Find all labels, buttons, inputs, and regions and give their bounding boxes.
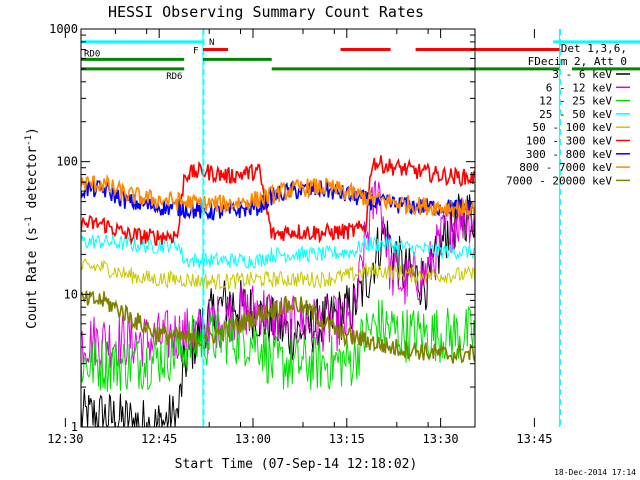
x-tick-label-2: 12:45 [141,432,177,446]
x-tick-label-5: 13:30 [423,432,459,446]
x-tick-label-3: 13:00 [235,432,271,446]
series-3-line [81,299,475,392]
y-tick-label-1: 1 [71,420,78,434]
series-2-line [81,180,475,368]
timestamp: 18-Dec-2014 17:14 [554,468,636,477]
legend-entry-3-label: 12 - 25 keV [539,95,612,108]
legend-entry-4-label: 25 - 50 keV [539,108,612,121]
series-1-line [81,193,475,427]
legend-entry-7-label: 300 - 800 keV [526,148,612,161]
state-label-4: RD6 [166,72,182,82]
legend-entry-8-label: 800 - 7000 keV [519,161,612,174]
plot-area: N F RD0 RD6 1 10 100 1000 12:30 12:45 13:00 13:15 13… [47,22,640,446]
state-label-3: RD0 [84,49,100,59]
y-tick-label-4: 1000 [49,22,78,36]
x-tick-label-6: 13:45 [516,432,552,446]
x-axis-label: Start Time (07-Sep-14 12:18:02) [175,457,418,472]
x-tick-label-4: 13:15 [329,432,365,446]
series-6-line [81,155,475,246]
legend-header-1: Det 1,3,6, [561,42,627,55]
series-5-line [81,258,475,291]
state-label-2: F [193,47,198,57]
series-4-line [81,233,475,269]
axis-frame [80,28,476,428]
legend-header-2: FDecim 2, Att 0 [528,55,627,68]
series-8-line [81,173,475,218]
legend-entry-9-label: 7000 - 20000 keV [506,174,612,187]
legend-entry-6-label: 100 - 300 keV [526,135,612,148]
chart-title: HESSI Observing Summary Count Rates [108,3,424,21]
y-tick-label-3: 100 [56,155,78,169]
legend-entry-2-label: 6 - 12 keV [546,81,613,94]
legend-entry-1-label: 3 - 6 keV [552,68,612,81]
state-label-1: N [209,38,214,48]
y-tick-label-2: 10 [64,287,78,301]
series-9-line [81,290,475,364]
y-axis-label: Count Rate (s-1 detector-1) [24,127,40,329]
series-group [81,155,475,427]
legend-entry-5-label: 50 - 100 keV [533,121,613,134]
x-tick-label-1: 12:30 [47,432,83,446]
